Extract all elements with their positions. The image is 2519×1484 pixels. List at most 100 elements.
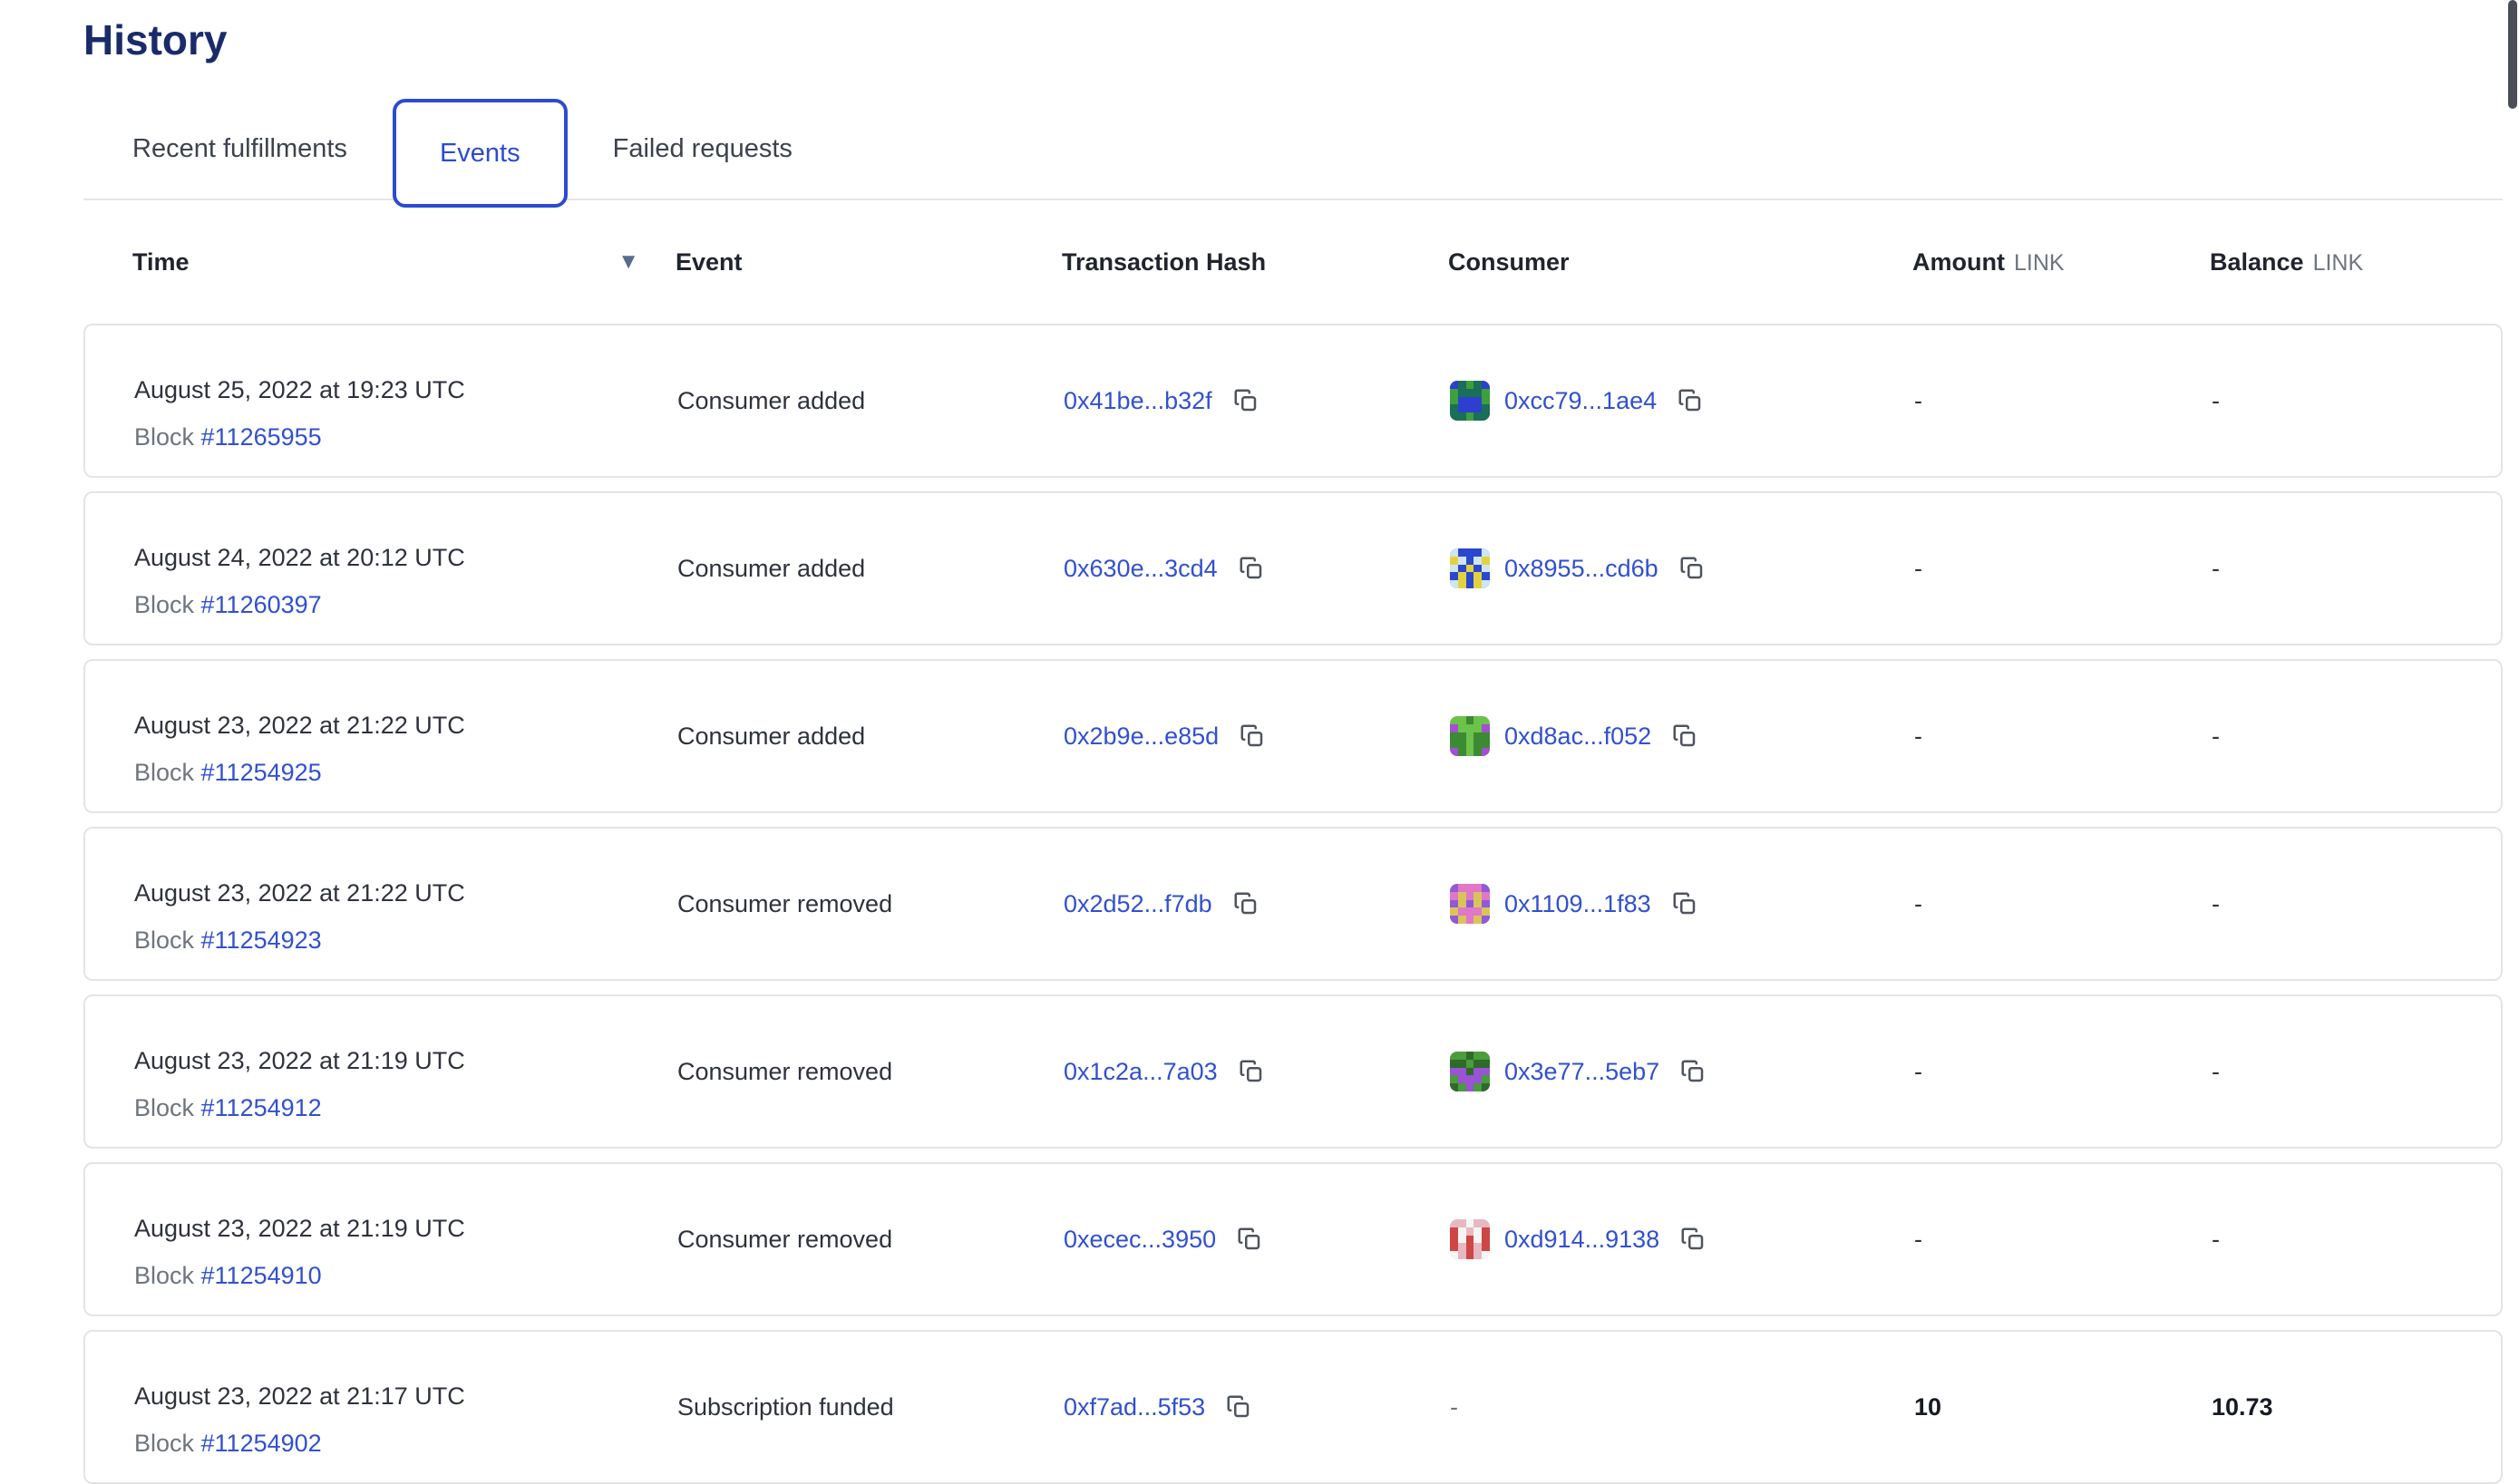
block-label: Block [134,1429,201,1457]
copy-icon[interactable] [1239,723,1266,750]
row-timestamp: August 23, 2022 at 21:17 UTC [134,1382,465,1410]
consumer-cell: 0x8955...cd6b [1450,548,1914,588]
transaction-hash-cell: 0x2b9e...e85d [1064,723,1450,751]
column-header-balance: Balance LINK [2210,248,2503,276]
time-cell: August 23, 2022 at 21:19 UTC Block #1125… [134,1047,677,1122]
table-row: August 23, 2022 at 21:17 UTC Block #1125… [83,1330,2503,1484]
block-number-link[interactable]: #11260397 [200,590,322,618]
consumer-hash-link[interactable]: 0xcc79...1ae4 [1504,386,1658,414]
consumer-hash-link[interactable]: 0x8955...cd6b [1504,554,1658,582]
balance-cell: - [2212,1225,2220,1253]
copy-icon[interactable] [1677,387,1704,414]
time-cell: August 23, 2022 at 21:17 UTC Block #1125… [134,1382,677,1458]
copy-icon[interactable] [1671,723,1698,750]
column-header-amount: Amount LINK [1912,248,2210,276]
transaction-hash-link[interactable]: 0x41be...b32f [1064,386,1212,414]
transaction-hash-link[interactable]: 0xecec...3950 [1064,1225,1217,1253]
balance-cell: - [2212,722,2220,750]
consumer-hash-link[interactable]: 0x1109...1f83 [1504,889,1651,917]
copy-icon[interactable] [1679,1226,1707,1253]
event-cell: Consumer added [677,554,866,582]
event-cell: Consumer removed [677,1225,893,1253]
balance-cell: 10.73 [2212,1392,2273,1421]
transaction-hash-link[interactable]: 0x2d52...f7db [1064,889,1212,917]
column-header-event: Event [676,247,743,276]
consumer-identicon [1450,1219,1490,1259]
consumer-empty-value: - [1450,1392,1458,1421]
copy-icon[interactable] [1232,387,1260,414]
transaction-hash-cell: 0xf7ad...5f53 [1064,1393,1450,1421]
block-label: Block [134,758,201,786]
balance-cell: - [2212,386,2220,414]
consumer-hash-link[interactable]: 0x3e77...5eb7 [1504,1057,1660,1085]
time-cell: August 25, 2022 at 19:23 UTC Block #1126… [134,376,677,451]
row-timestamp: August 24, 2022 at 20:12 UTC [134,543,465,571]
table-row: August 23, 2022 at 21:22 UTC Block #1125… [83,827,2503,981]
scrollbar-thumb[interactable] [2508,0,2517,109]
amount-cell: - [1914,1057,1922,1085]
transaction-hash-link[interactable]: 0x1c2a...7a03 [1064,1057,1218,1085]
copy-icon[interactable] [1238,1058,1265,1085]
block-number-link[interactable]: #11254923 [200,926,322,954]
block-number-link[interactable]: #11254925 [200,758,322,786]
transaction-hash-link[interactable]: 0x2b9e...e85d [1064,722,1220,750]
row-block: Block #11265955 [134,423,677,451]
consumer-identicon [1450,1052,1490,1091]
balance-unit-label: LINK [2312,249,2364,276]
transaction-hash-link[interactable]: 0x630e...3cd4 [1064,554,1218,582]
amount-unit-label: LINK [2013,249,2065,276]
sort-desc-icon[interactable]: ▼ [618,249,639,274]
consumer-hash-link[interactable]: 0xd914...9138 [1504,1225,1660,1253]
tab-events[interactable]: Events [392,99,568,208]
event-cell: Consumer removed [677,889,893,917]
block-number-link[interactable]: #11254902 [200,1429,322,1457]
event-cell: Consumer removed [677,1057,893,1085]
consumer-identicon [1450,381,1490,421]
time-cell: August 23, 2022 at 21:19 UTC Block #1125… [134,1215,677,1290]
copy-icon[interactable] [1678,555,1706,582]
table-row: August 25, 2022 at 19:23 UTC Block #1126… [83,324,2503,478]
consumer-identicon [1450,884,1490,924]
column-header-time-label: Time [132,247,190,276]
consumer-cell: 0xd8ac...f052 [1450,716,1914,756]
copy-icon[interactable] [1236,1226,1263,1253]
block-number-link[interactable]: #11254910 [200,1261,322,1289]
tab-failed-requests[interactable]: Failed requests [586,133,820,164]
consumer-cell: 0xcc79...1ae4 [1450,381,1914,421]
copy-icon[interactable] [1232,890,1260,917]
row-block: Block #11254923 [134,926,677,955]
block-number-link[interactable]: #11254912 [200,1093,322,1121]
block-number-link[interactable]: #11265955 [200,422,322,451]
amount-cell: - [1914,722,1922,750]
column-header-amount-label: Amount [1912,247,2005,276]
block-label: Block [134,926,201,954]
table-body: August 25, 2022 at 19:23 UTC Block #1126… [83,324,2503,1484]
column-header-consumer: Consumer [1448,247,1570,276]
transaction-hash-cell: 0x630e...3cd4 [1064,555,1450,583]
table-row: August 23, 2022 at 21:22 UTC Block #1125… [83,659,2503,813]
column-header-transaction-hash: Transaction Hash [1062,247,1267,276]
consumer-identicon [1450,716,1490,756]
tab-recent-fulfillments[interactable]: Recent fulfillments [105,133,374,164]
copy-icon[interactable] [1679,1058,1707,1085]
column-header-time[interactable]: Time ▼ [132,248,676,276]
row-timestamp: August 25, 2022 at 19:23 UTC [134,375,465,403]
row-timestamp: August 23, 2022 at 21:19 UTC [134,1046,465,1074]
balance-cell: - [2212,889,2220,917]
amount-cell: - [1914,554,1922,582]
table-header: Time ▼ Event Transaction Hash Consumer A… [83,200,2503,324]
copy-icon[interactable] [1238,555,1265,582]
column-header-balance-label: Balance [2210,247,2304,276]
balance-cell: - [2212,554,2220,582]
block-label: Block [134,590,201,618]
time-cell: August 23, 2022 at 21:22 UTC Block #1125… [134,879,677,955]
event-cell: Subscription funded [677,1392,894,1421]
time-cell: August 24, 2022 at 20:12 UTC Block #1126… [134,544,677,619]
amount-cell: - [1914,889,1922,917]
copy-icon[interactable] [1671,890,1698,917]
consumer-hash-link[interactable]: 0xd8ac...f052 [1504,722,1652,750]
transaction-hash-link[interactable]: 0xf7ad...5f53 [1064,1392,1206,1421]
balance-cell: - [2212,1057,2220,1085]
copy-icon[interactable] [1225,1393,1252,1421]
